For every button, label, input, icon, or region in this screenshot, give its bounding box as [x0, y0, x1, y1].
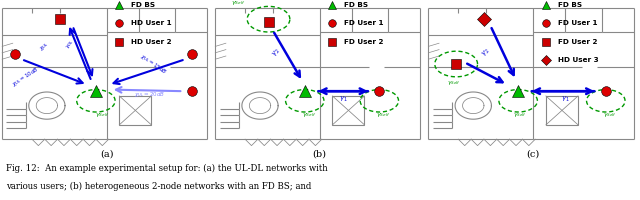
- Text: $\gamma_2$: $\gamma_2$: [480, 46, 492, 59]
- Text: FD User 1: FD User 1: [557, 20, 597, 26]
- Bar: [332, 96, 364, 125]
- Bar: [119, 96, 151, 125]
- Text: $\gamma_{DL}$: $\gamma_{DL}$: [64, 38, 77, 51]
- Text: $\gamma_{Self}$: $\gamma_{Self}$: [447, 79, 461, 87]
- Text: $\gamma_{Self}$: $\gamma_{Self}$: [604, 111, 617, 119]
- Text: (a): (a): [100, 149, 113, 158]
- Text: FD BS: FD BS: [344, 2, 368, 8]
- Text: various users; (b) heterogeneous 2-node networks with an FD BS; and: various users; (b) heterogeneous 2-node …: [6, 182, 312, 191]
- Text: FD BS: FD BS: [557, 2, 582, 8]
- Text: (c): (c): [527, 149, 540, 158]
- Text: $\gamma_{Self}$: $\gamma_{Self}$: [376, 111, 391, 119]
- Text: $\gamma_1$: $\gamma_1$: [339, 95, 348, 104]
- Text: HD User 3: HD User 3: [557, 57, 598, 63]
- Text: $\gamma_2$: $\gamma_2$: [271, 47, 284, 59]
- Text: $\gamma_{Self}$: $\gamma_{Self}$: [232, 0, 246, 7]
- Text: FD User 2: FD User 2: [344, 39, 384, 45]
- Text: FD User 1: FD User 1: [344, 20, 384, 26]
- Text: FD User 2: FD User 2: [557, 39, 597, 45]
- Text: (b): (b): [313, 149, 326, 158]
- Text: $\chi_{UL}$: $\chi_{UL}$: [38, 40, 51, 53]
- Text: $\gamma_{Self}$: $\gamma_{Self}$: [95, 111, 109, 119]
- Text: $\gamma_{Self}$: $\gamma_{Self}$: [302, 111, 316, 119]
- Text: $\chi_{UL}=10dB$: $\chi_{UL}=10dB$: [10, 65, 41, 89]
- Text: Fig. 12:  An example experimental setup for: (a) the UL-DL networks with: Fig. 12: An example experimental setup f…: [6, 164, 328, 173]
- Text: $\chi_{UL}=15dB$: $\chi_{UL}=15dB$: [138, 51, 169, 77]
- Text: $\gamma_1$: $\gamma_1$: [561, 95, 570, 104]
- Text: $\chi_{UL}=20dB$: $\chi_{UL}=20dB$: [134, 90, 165, 99]
- Text: FD BS: FD BS: [131, 2, 155, 8]
- Text: HD User 2: HD User 2: [131, 39, 172, 45]
- Bar: [546, 96, 578, 125]
- Text: HD User 1: HD User 1: [131, 20, 172, 26]
- Text: $\gamma_{Self}$: $\gamma_{Self}$: [513, 111, 527, 119]
